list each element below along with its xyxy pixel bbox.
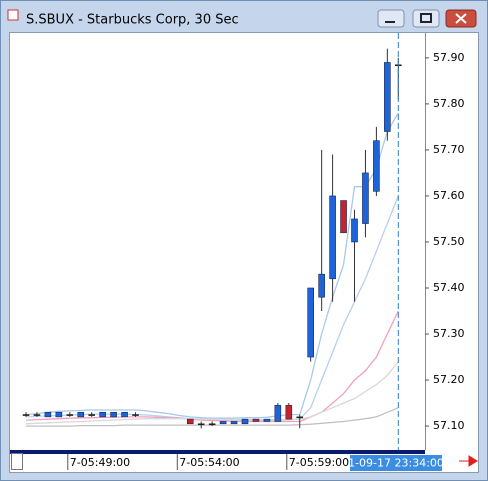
minimize-icon xyxy=(385,21,395,23)
plot: 57.10 57.20 57.30 57.40 57.50 57.60 57.70 57.80… xyxy=(22,33,465,471)
candle-body xyxy=(197,423,205,426)
candle-body xyxy=(252,418,260,422)
candle-body xyxy=(66,414,74,416)
y-tick-label: 57.50 xyxy=(433,235,465,248)
candle-body xyxy=(296,416,304,419)
candle-body xyxy=(351,218,358,243)
candle-body xyxy=(186,418,194,425)
maximize-icon xyxy=(420,13,432,23)
candle-body xyxy=(318,273,325,298)
window-title: S.SBUX - Starbucks Corp, 30 Sec xyxy=(26,13,239,28)
candle-body xyxy=(99,411,106,418)
candle-body xyxy=(274,405,282,422)
candle-body xyxy=(329,195,336,280)
close-icon xyxy=(455,13,467,24)
candle-body xyxy=(110,411,117,418)
candle-body xyxy=(340,200,347,234)
candle-body xyxy=(55,411,63,418)
cursor-label: 1-09-17 23:34:00 xyxy=(348,457,444,470)
candle-body xyxy=(44,411,52,418)
scroll-box[interactable] xyxy=(11,453,23,470)
y-tick-label: 57.90 xyxy=(433,51,465,64)
candle-body xyxy=(22,414,30,416)
candle-body xyxy=(263,418,271,422)
x-tick-label: 7-05:54:00 xyxy=(179,456,239,469)
candle-body xyxy=(241,418,249,425)
x-tick-label: 7-05:59:00 xyxy=(289,456,349,469)
y-tick-label: 57.70 xyxy=(433,143,465,156)
chart-panel xyxy=(9,32,479,473)
candle-body xyxy=(121,411,128,418)
overlay-line xyxy=(25,310,399,423)
candle-body xyxy=(307,287,315,358)
minimize-button[interactable] xyxy=(377,9,405,28)
app-icon xyxy=(7,9,19,21)
y-tick-label: 57.10 xyxy=(433,419,465,432)
x-axis-bar xyxy=(10,450,425,454)
y-tick-label: 57.80 xyxy=(433,97,465,110)
candle-body xyxy=(285,405,293,420)
candle-body xyxy=(208,423,216,426)
candle-body xyxy=(33,414,41,416)
candle-body xyxy=(373,140,380,192)
maximize-button[interactable] xyxy=(412,9,440,28)
y-tick-label: 57.60 xyxy=(433,189,465,202)
y-tick-label: 57.30 xyxy=(433,327,465,340)
cursor-label-box xyxy=(350,455,442,471)
overlay-line xyxy=(25,112,399,419)
y-tick-label: 57.20 xyxy=(433,373,465,386)
overlay-line xyxy=(25,361,399,425)
candle-body xyxy=(362,172,369,224)
candle-body xyxy=(230,421,238,425)
x-tick-label: 7-05:49:00 xyxy=(70,456,130,469)
candle-body xyxy=(88,414,95,416)
window-buttons[interactable] xyxy=(377,9,477,28)
y-tick-label: 57.40 xyxy=(433,281,465,294)
scroll-arrow[interactable] xyxy=(459,455,478,467)
candle-body xyxy=(384,62,391,132)
candle-body xyxy=(132,414,139,416)
candle-body xyxy=(219,421,227,425)
candle-body xyxy=(77,411,85,418)
